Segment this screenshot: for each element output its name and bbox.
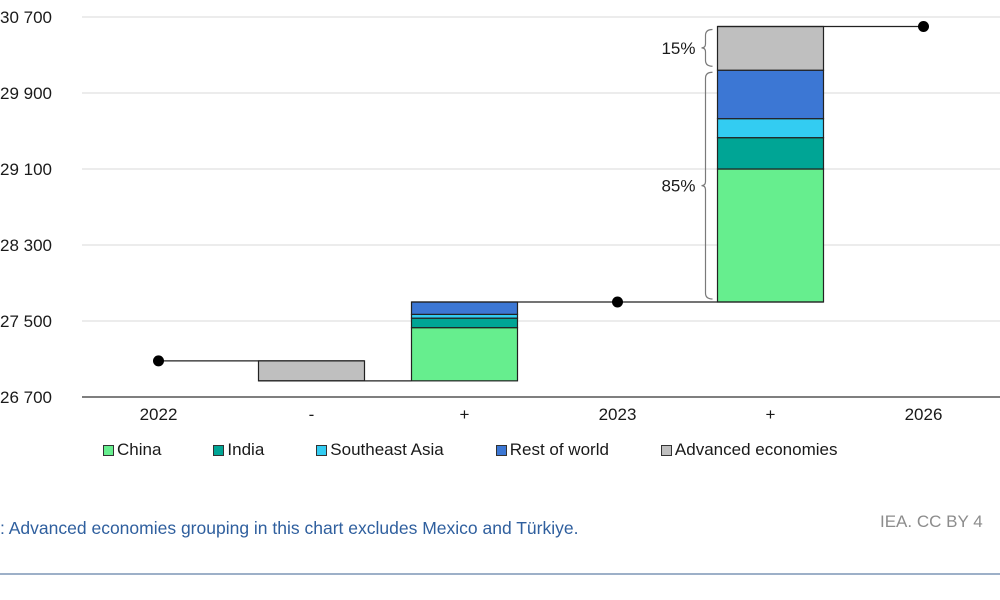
annotation-bracket — [701, 71, 713, 300]
bar-india — [410, 317, 519, 329]
legend-item-china: China — [103, 440, 161, 460]
y-tick-label: 29 100 — [0, 160, 52, 179]
total-marker — [153, 355, 164, 367]
bar-rest-of-world — [410, 301, 519, 315]
legend-item-india: India — [213, 440, 264, 460]
x-tick-label: - — [309, 405, 315, 424]
x-tick-label: 2022 — [140, 405, 178, 424]
bar-advanced-economies — [257, 360, 366, 382]
chart-note: : Advanced economies grouping in this ch… — [0, 518, 579, 538]
source-credit: IEA. CC BY 4 — [880, 512, 983, 531]
legend-swatch-southeast-asia — [316, 444, 328, 456]
legend-swatch-rest-of-world — [495, 444, 507, 456]
bar-india — [716, 137, 825, 170]
y-tick-label: 27 500 — [0, 312, 52, 331]
legend-label-southeast-asia: Southeast Asia — [330, 440, 444, 459]
y-tick-label: 29 900 — [0, 84, 52, 103]
divider — [0, 573, 1000, 575]
annotation-label: 15% — [661, 39, 695, 58]
legend: China India Southeast Asia Rest of world… — [103, 440, 837, 460]
y-tick-label: 28 300 — [0, 236, 52, 255]
y-tick-label: 30 700 — [0, 8, 52, 27]
bar-china — [716, 168, 825, 303]
y-tick-label: 26 700 — [0, 388, 52, 407]
annotation-bracket — [701, 28, 713, 67]
bar-advanced-economies — [716, 25, 825, 71]
bar-rest-of-world — [716, 69, 825, 120]
legend-swatch-advanced-economies — [660, 444, 672, 456]
x-tick-label: 2026 — [905, 405, 943, 424]
x-tick-label: 2023 — [599, 405, 637, 424]
legend-swatch-china — [103, 444, 114, 456]
legend-item-rest-of-world: Rest of world — [495, 440, 609, 460]
legend-label-rest-of-world: Rest of world — [509, 440, 609, 459]
total-marker — [918, 21, 929, 32]
x-tick-label: + — [766, 405, 776, 424]
legend-label-china: China — [117, 440, 162, 459]
annotation-label: 85% — [661, 177, 695, 196]
legend-item-southeast-asia: Southeast Asia — [316, 440, 444, 460]
legend-label-india: India — [227, 440, 265, 459]
legend-label-advanced-economies: Advanced economies — [674, 440, 838, 459]
legend-item-advanced-economies: Advanced economies — [660, 440, 838, 460]
bar-china — [410, 327, 519, 382]
total-marker — [612, 296, 623, 308]
bar-southeast-asia — [716, 118, 825, 139]
x-tick-label: + — [460, 405, 470, 424]
legend-swatch-india — [213, 444, 225, 456]
